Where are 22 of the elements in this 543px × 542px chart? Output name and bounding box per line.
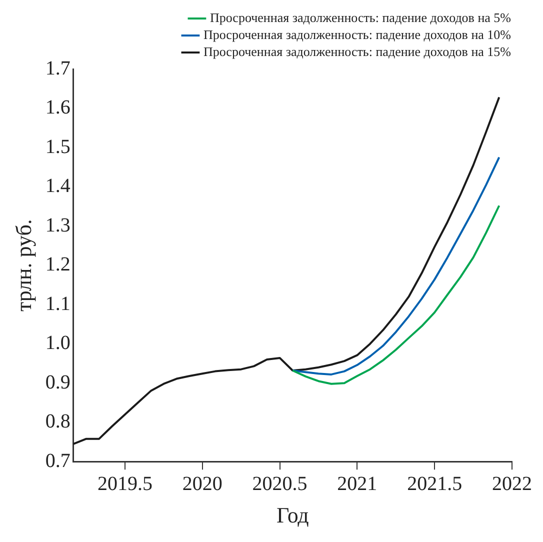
y-tick-label: 0.7 bbox=[45, 450, 70, 472]
y-tick-label: 1.7 bbox=[45, 57, 70, 80]
legend-label: Просроченная задолженность: падение доходов на 15% bbox=[203, 44, 512, 59]
x-tick-label: 2019.5 bbox=[97, 472, 152, 495]
y-tick-label: 1.4 bbox=[45, 175, 70, 198]
x-tick-label: 2020.5 bbox=[252, 472, 308, 495]
y-tick-label: 1.5 bbox=[45, 136, 70, 158]
y-tick-label: 1.2 bbox=[45, 254, 70, 276]
legend-label: Просроченная задолженность: падение доходов на 10% bbox=[203, 26, 512, 42]
x-tick-label: 2022 bbox=[492, 472, 532, 495]
y-tick-label: 1.3 bbox=[45, 214, 70, 236]
y-axis-title: трлн. руб. bbox=[10, 219, 36, 312]
y-tick-label: 1.1 bbox=[45, 292, 70, 315]
y-tick-label: 0.8 bbox=[45, 410, 70, 433]
x-axis-title: Год bbox=[276, 502, 309, 528]
y-tick-label: 0.9 bbox=[45, 371, 70, 394]
y-tick-label: 1.0 bbox=[45, 332, 70, 354]
x-tick-label: 2021.5 bbox=[407, 472, 462, 495]
y-tick-label: 1.6 bbox=[45, 96, 70, 119]
legend-label: Просроченная задолженность: падение доходов на 5% bbox=[210, 10, 512, 25]
x-tick-label: 2021 bbox=[337, 472, 378, 495]
x-tick-label: 2020 bbox=[182, 472, 222, 495]
